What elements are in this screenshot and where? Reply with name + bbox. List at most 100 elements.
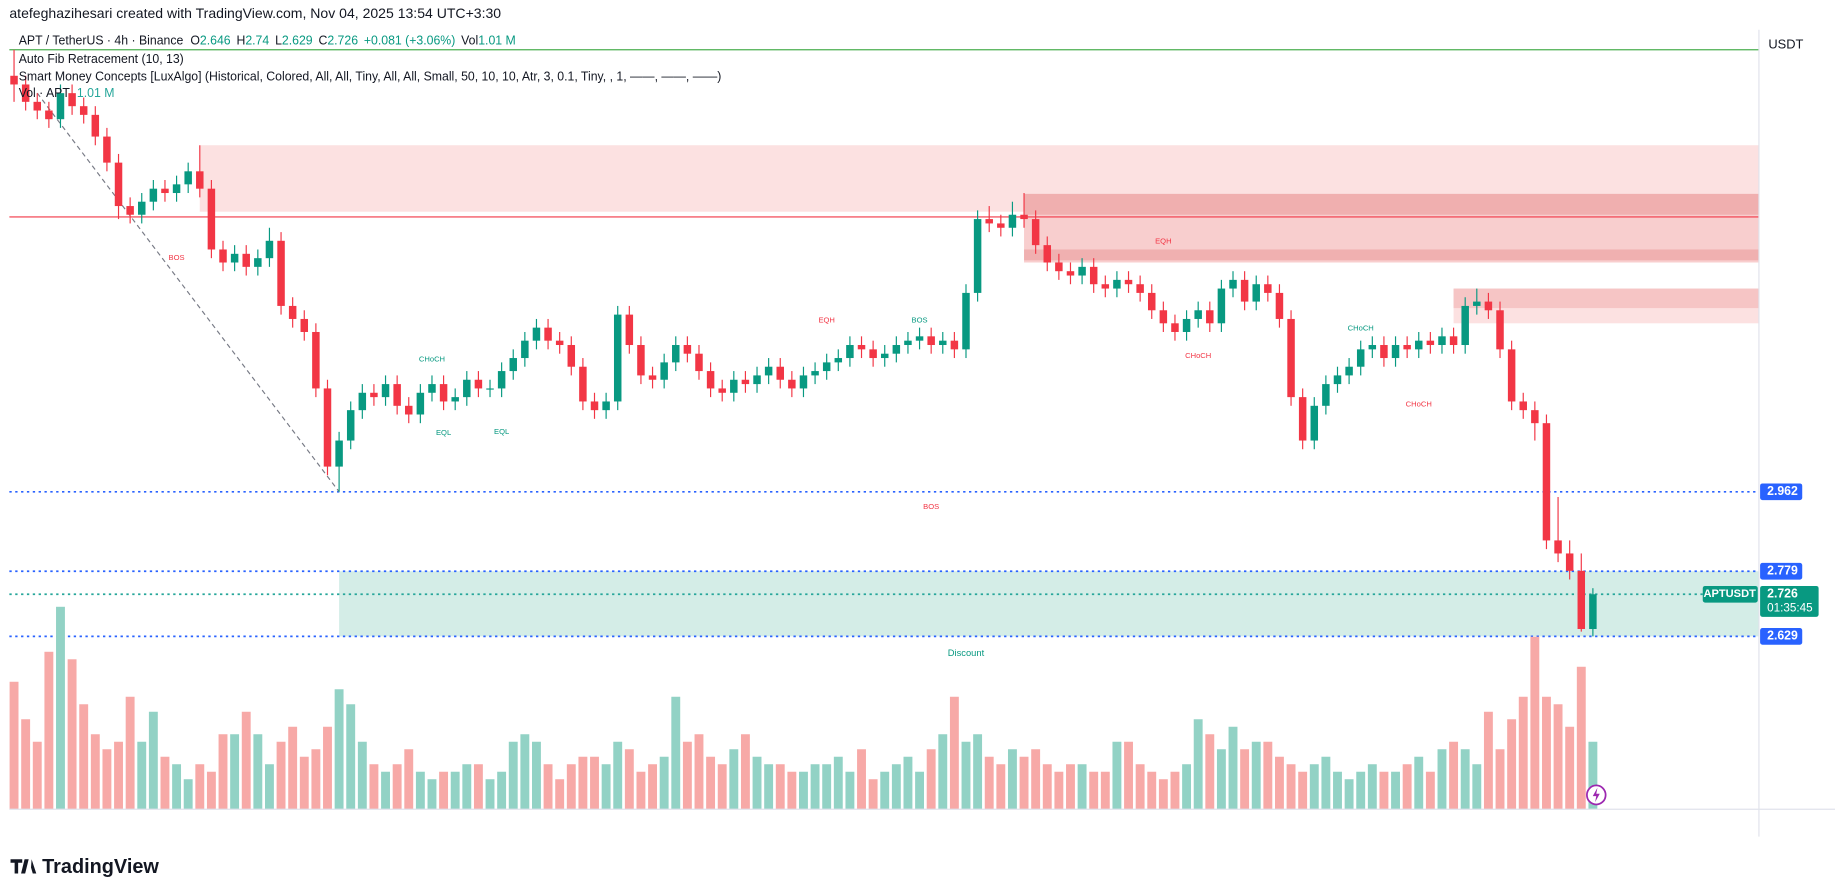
candle-body [1589, 594, 1597, 630]
candle-body [149, 188, 158, 202]
flash-button[interactable] [1586, 784, 1607, 806]
volume-bar [891, 764, 901, 810]
candle-body [277, 240, 285, 306]
flash-bolt [1592, 787, 1600, 803]
candle-body [497, 371, 506, 389]
volume-bar [752, 756, 762, 810]
brand: TradingView [42, 856, 159, 878]
candle-body [1113, 279, 1121, 289]
volume-bar [1193, 719, 1203, 810]
last-symbol: APTUSDT [1703, 588, 1756, 600]
annotation: EQH [1155, 237, 1171, 246]
volume-bar [590, 756, 599, 810]
zone [1024, 249, 1759, 261]
candle-body [1240, 279, 1249, 302]
volume-bar [1437, 749, 1447, 810]
volume-bar [1333, 771, 1342, 810]
volume-bar [706, 756, 716, 810]
volume-bar [810, 764, 820, 810]
volume-bar [323, 726, 332, 810]
price-label: 2.962 [1767, 484, 1798, 498]
candle-body [753, 375, 761, 385]
last-price-box [1760, 585, 1819, 617]
volume-bar [833, 756, 843, 810]
candle-body [393, 384, 401, 406]
candle-body [126, 206, 134, 215]
candle-body [196, 171, 204, 189]
volume-bar [1402, 764, 1412, 810]
volume-bar [949, 696, 959, 810]
candle-body [1519, 401, 1527, 411]
candle-body [1438, 336, 1446, 346]
volume-bar [1425, 771, 1435, 810]
candle-body [242, 253, 250, 267]
candle-body [1507, 349, 1516, 402]
volume-bar [288, 726, 298, 810]
ohlc-key: C [318, 34, 327, 48]
volume-bar [241, 711, 251, 810]
volume-bar [624, 749, 634, 810]
volume-bar [1507, 719, 1517, 810]
volume-bar [230, 734, 240, 810]
change: +0.081 (+3.06%) [364, 34, 455, 48]
candle-body [648, 375, 657, 380]
volume-bar [485, 779, 495, 810]
candle-body [1206, 310, 1214, 324]
volume-bar [264, 764, 274, 810]
candle-body [79, 106, 88, 115]
volume-bar [90, 734, 100, 810]
volume-bar [1031, 749, 1041, 810]
last-symbol-box [1702, 585, 1758, 603]
volume-bar [357, 741, 367, 810]
volume-bar [984, 756, 994, 810]
indicator: Smart Money Concepts [LuxAlgo] (Historic… [19, 70, 722, 84]
volume-bar [1414, 756, 1424, 810]
candle-body [1147, 292, 1156, 311]
annotation: BOS [912, 315, 928, 324]
candle-body [811, 371, 819, 376]
volume-bar [392, 764, 402, 810]
volume-bar [497, 771, 507, 810]
volume-bar [172, 764, 182, 810]
zones [199, 145, 1759, 637]
volume-bar [1553, 704, 1563, 810]
volume-bar [1240, 749, 1250, 810]
candle-body [683, 345, 692, 354]
candle-body [172, 184, 181, 194]
candle-body [695, 353, 703, 372]
volume-bar [682, 741, 692, 810]
vol-key: Vol [461, 34, 478, 48]
volume-bar [218, 734, 228, 810]
volume-bar [1542, 696, 1551, 810]
volume-bar [996, 764, 1006, 810]
candle-body [416, 392, 425, 415]
candle-body [892, 345, 901, 354]
candle-body [555, 340, 564, 346]
candle-body [1554, 540, 1562, 554]
candle-body [114, 162, 123, 207]
candle-body [1159, 310, 1168, 324]
volume-bar [1344, 779, 1354, 810]
volume-bar [183, 779, 193, 810]
candle-body [451, 397, 459, 402]
price-label: 2.779 [1767, 563, 1798, 577]
volume-bar [125, 696, 135, 810]
volume-bar [1298, 771, 1308, 810]
candle-body [567, 345, 576, 367]
volume-legend: Vol · APT 1.01 M [19, 86, 115, 100]
ohlc-key: H [236, 34, 245, 48]
candle-body [10, 75, 18, 85]
volume-bar [450, 771, 460, 810]
volume-bar [415, 771, 425, 810]
volume-bar [1460, 749, 1470, 810]
candle-body [1473, 301, 1481, 306]
candle-body [323, 388, 332, 467]
candle-body [672, 345, 680, 363]
volume-bar [1530, 636, 1540, 810]
volume-bar [439, 771, 449, 810]
volume-bar [381, 771, 390, 810]
candle-body [405, 405, 413, 415]
indicator: Auto Fib Retracement (10, 13) [19, 52, 184, 66]
volume-bar [102, 749, 112, 810]
